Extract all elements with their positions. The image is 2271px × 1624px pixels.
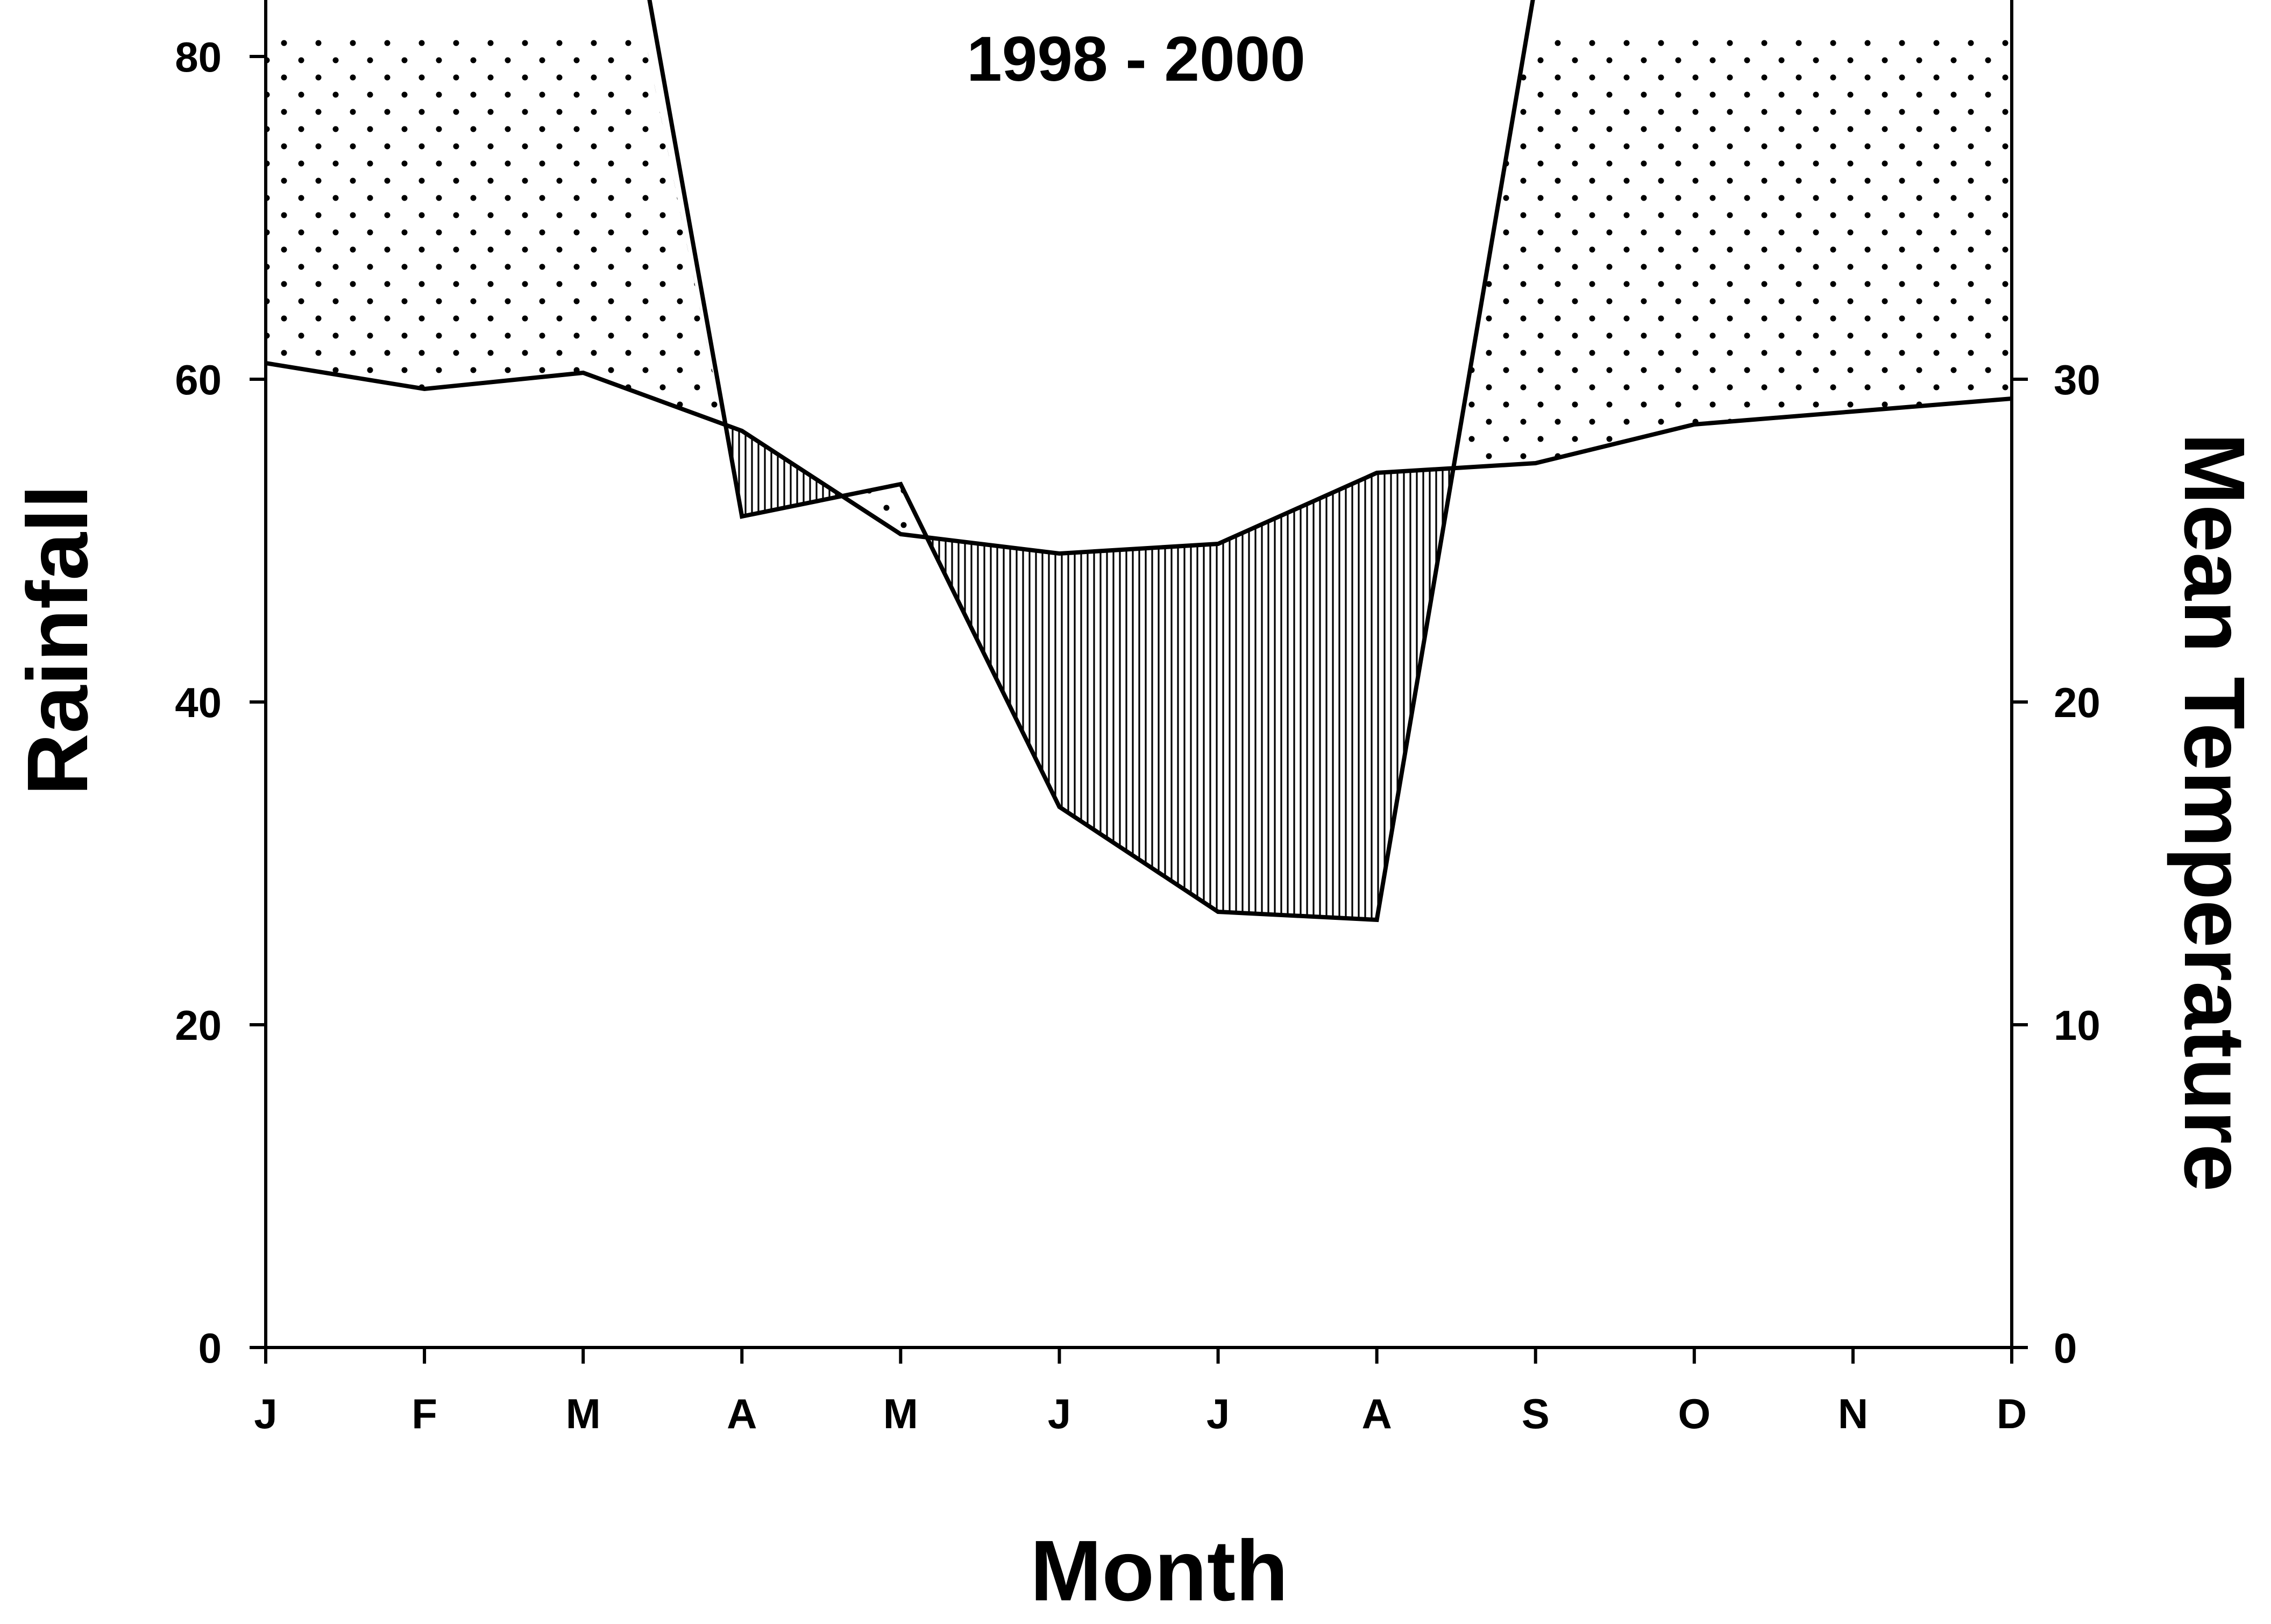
chart-title: 1998 - 2000 bbox=[967, 24, 1305, 95]
x-tick-label: J bbox=[1207, 1390, 1230, 1437]
y-right-tick-label: 30 bbox=[2054, 356, 2100, 403]
y-left-tick-label: 60 bbox=[175, 356, 222, 403]
x-tick-label: S bbox=[1522, 1390, 1550, 1437]
tick-labels: 0204060801002003004000102030JFMAMJJASOND bbox=[175, 33, 2100, 1437]
temperature-line bbox=[265, 361, 2012, 556]
x-tick-label: M bbox=[883, 1390, 918, 1437]
x-tick-label: J bbox=[1048, 1390, 1071, 1437]
x-tick-label: A bbox=[727, 1390, 757, 1437]
x-tick-label: A bbox=[1361, 1390, 1392, 1437]
x-axis-title: Month bbox=[1030, 1522, 1288, 1619]
x-tick-label: M bbox=[566, 1390, 601, 1437]
x-tick-label: J bbox=[254, 1390, 277, 1437]
rainfall-line bbox=[647, 0, 1535, 923]
x-tick-label: F bbox=[411, 1390, 437, 1437]
y-left-tick-label: 40 bbox=[175, 679, 222, 726]
x-tick-label: O bbox=[1678, 1390, 1711, 1437]
y-axis-title-right: Mean Temperature bbox=[2167, 433, 2263, 1192]
axes bbox=[264, 0, 2013, 1349]
y-left-tick-label: 0 bbox=[198, 1324, 222, 1372]
plot-areas bbox=[266, 32, 2012, 1348]
y-right-tick-label: 10 bbox=[2054, 1002, 2100, 1049]
series-lines bbox=[265, 0, 2012, 923]
y-axis-title-left: Rainfall bbox=[9, 485, 105, 796]
x-tick-label: N bbox=[1838, 1390, 1868, 1437]
y-left-tick-label: 20 bbox=[175, 1002, 222, 1049]
y-right-tick-label: 0 bbox=[2054, 1324, 2077, 1372]
y-right-tick-label: 20 bbox=[2054, 679, 2100, 726]
y-left-tick-label: 80 bbox=[175, 33, 222, 81]
x-tick-label: D bbox=[1997, 1390, 2027, 1437]
